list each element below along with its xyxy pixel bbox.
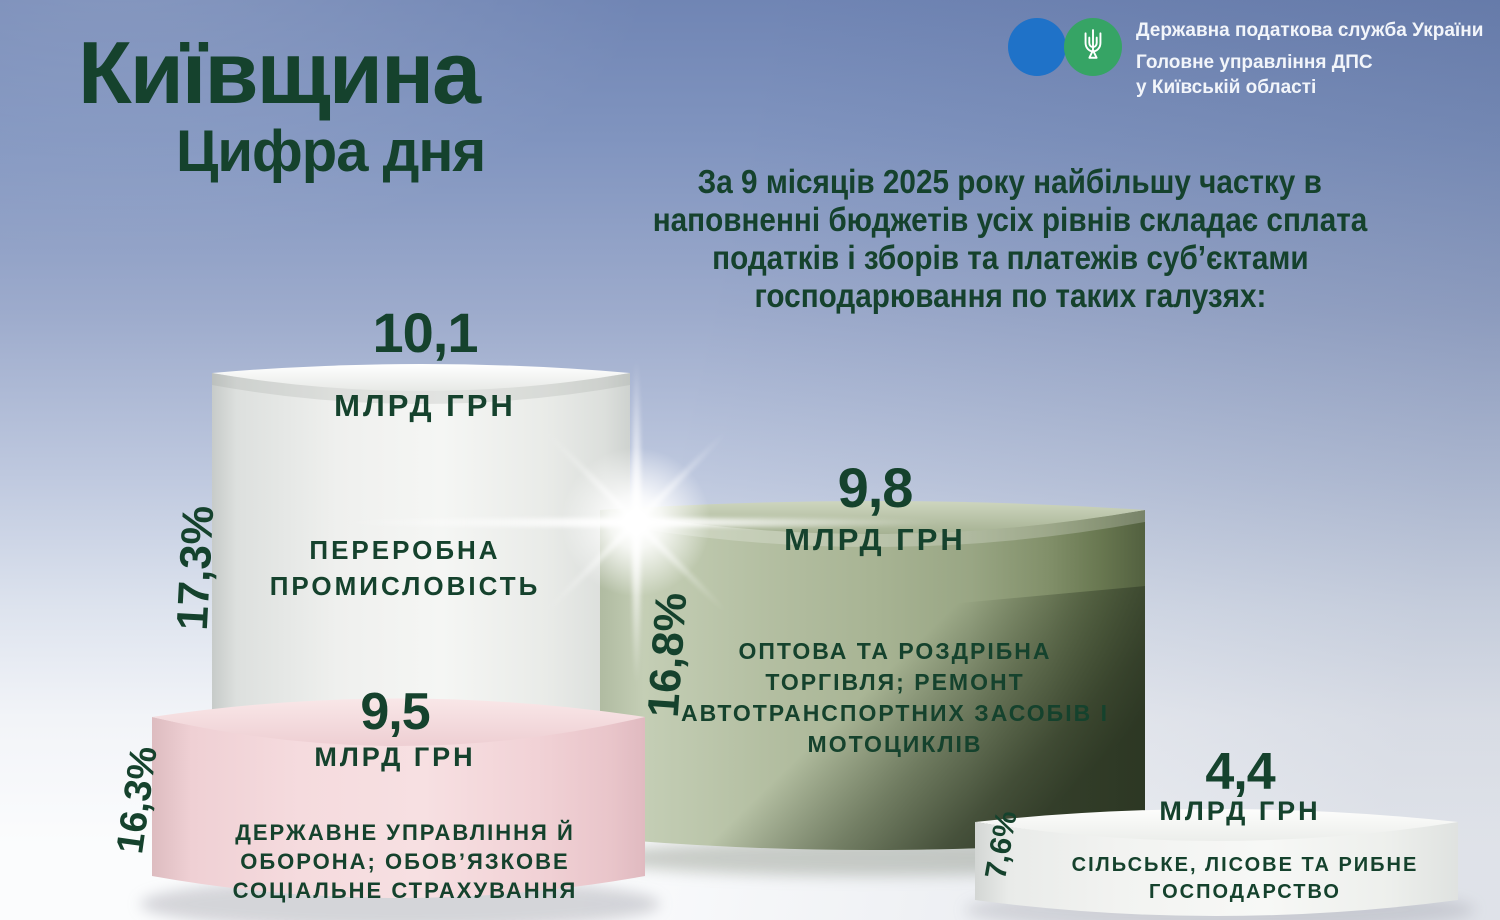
sector-share: 17,3%: [167, 504, 224, 632]
sector-label: СІЛЬСЬКЕ, ЛІСОВЕ ТА РИБНЕ ГОСПОДАРСТВО: [1071, 854, 1419, 903]
sector-value: 4,4: [1205, 743, 1275, 801]
page-subtitle: Цифра дня: [176, 119, 486, 184]
sector-unit: МЛРД ГРН: [784, 522, 966, 557]
agency-name-line2: Головне управління ДПС: [1136, 52, 1373, 73]
sector-label: ДЕРЖАВНЕ УПРАВЛІННЯ Й ОБОРОНА; ОБОВ’ЯЗКО…: [232, 820, 578, 903]
agency-name-line1: Державна податкова служба України: [1136, 20, 1484, 41]
cylinder-public-administration: [152, 698, 645, 898]
trident-icon: [1080, 28, 1106, 67]
intro-line: За 9 місяців 2025 року найбільшу частку …: [697, 163, 1323, 200]
sector-value: 10,1: [372, 301, 479, 364]
intro-line: податків і зборів та платежів суб’єктами: [711, 239, 1309, 276]
logo-green-circle: [1064, 18, 1122, 76]
intro-line: господарювання по таких галузях:: [754, 277, 1266, 314]
sector-unit: МЛРД ГРН: [334, 388, 516, 423]
page-title: Київщина: [78, 23, 481, 122]
intro-paragraph: За 9 місяців 2025 року найбільшу частку …: [555, 163, 1465, 315]
agency-name: Державна податкова служба України Головн…: [1136, 18, 1483, 100]
sector-label: ОПТОВА ТА РОЗДРІБНА ТОРГІВЛЯ; РЕМОНТ АВТ…: [681, 638, 1109, 757]
sector-unit: МЛРД ГРН: [1159, 796, 1321, 826]
logo-blue-circle: [1008, 18, 1066, 76]
sector-unit: МЛРД ГРН: [314, 742, 476, 772]
sector-value: 9,5: [360, 683, 430, 741]
intro-line: наповненні бюджетів усіх рівнів складає …: [652, 201, 1368, 238]
agency-name-line3: у Київській області: [1136, 77, 1317, 98]
sector-label: ПЕРЕРОБНА ПРОМИСЛОВІСТЬ: [269, 535, 541, 601]
cylinder-agriculture: [975, 809, 1458, 916]
sector-value: 9,8: [837, 456, 914, 519]
sector-share: 16,8%: [638, 591, 697, 719]
